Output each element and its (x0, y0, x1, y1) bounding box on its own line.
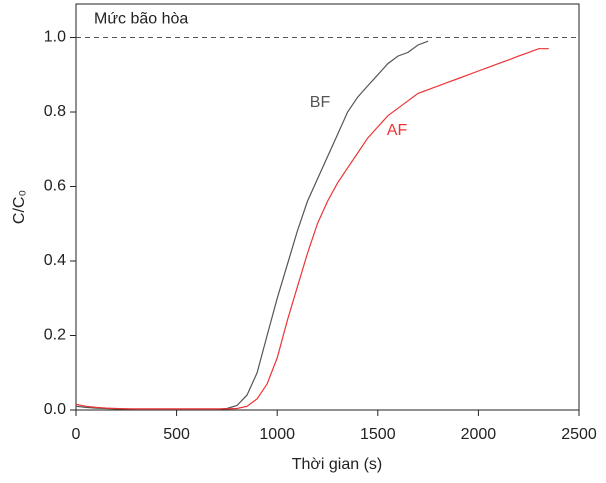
x-tick-label: 1000 (259, 426, 295, 443)
series-line (75, 40, 429, 410)
y-tick-label: 0.6 (44, 178, 66, 195)
series-label: BF (310, 94, 331, 111)
annotation: Mức bão hòa (94, 11, 188, 28)
y-tick-label: 0.0 (44, 401, 66, 418)
plot-frame (75, 3, 580, 411)
x-tick-label: 500 (163, 426, 190, 443)
x-tick-label: 2500 (561, 426, 597, 443)
y-tick-label: 0.2 (44, 327, 66, 344)
y-axis-label: C/C₀ (11, 190, 28, 224)
y-tick-label: 0.8 (44, 103, 66, 120)
x-tick-label: 2000 (461, 426, 497, 443)
x-axis-label: Thời gian (s) (292, 456, 383, 473)
series-label: AF (387, 122, 408, 139)
y-tick-label: 0.4 (44, 252, 66, 269)
y-tick-label: 1.0 (44, 29, 66, 46)
x-tick-label: 0 (72, 426, 81, 443)
x-tick-label: 1500 (360, 426, 396, 443)
series-line (75, 48, 549, 410)
